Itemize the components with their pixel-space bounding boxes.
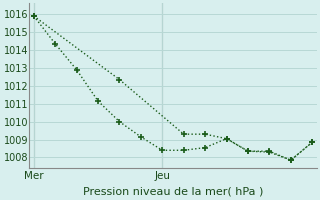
X-axis label: Pression niveau de la mer( hPa ): Pression niveau de la mer( hPa ) — [83, 187, 263, 197]
